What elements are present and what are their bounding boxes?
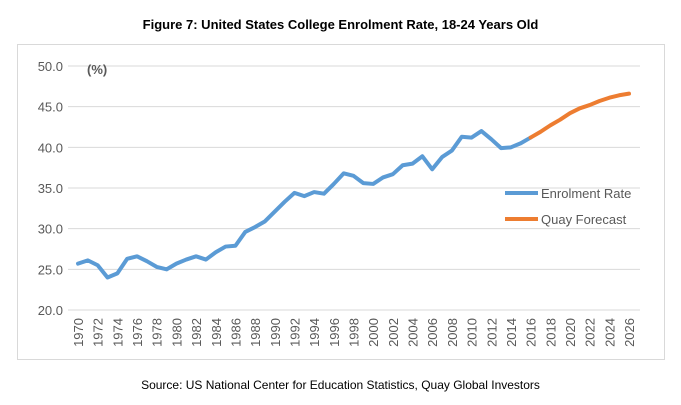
x-tick-label: 1970	[71, 318, 86, 347]
x-tick-label: 2012	[484, 318, 499, 347]
x-tick-label: 1994	[307, 318, 322, 347]
y-tick-label: 25.0	[38, 262, 63, 277]
source-note: Source: US National Center for Education…	[141, 378, 540, 392]
x-tick-label: 1996	[327, 318, 342, 347]
x-tick-label: 2006	[425, 318, 440, 347]
x-tick-label: 2016	[524, 318, 539, 347]
x-tick-label: 1986	[228, 318, 243, 347]
y-tick-label: 30.0	[38, 222, 63, 237]
x-tick-label: 2000	[366, 318, 381, 347]
chart-title: Figure 7: United States College Enrolmen…	[142, 17, 539, 32]
x-tick-label: 2014	[504, 318, 519, 347]
x-tick-label: 1976	[130, 318, 145, 347]
x-tick-label: 1992	[287, 318, 302, 347]
x-tick-label: 2022	[583, 318, 598, 347]
y-tick-label: 45.0	[38, 100, 63, 115]
x-tick-label: 2024	[602, 318, 617, 347]
x-tick-label: 1972	[91, 318, 106, 347]
x-tick-label: 1988	[248, 318, 263, 347]
x-tick-label: 1978	[150, 318, 165, 347]
x-tick-label: 2026	[622, 318, 637, 347]
x-tick-label: 1990	[268, 318, 283, 347]
y-tick-label: 35.0	[38, 181, 63, 196]
legend-label-0: Enrolment Rate	[541, 186, 631, 201]
x-tick-label: 2008	[445, 318, 460, 347]
y-axis-unit-label: (%)	[87, 62, 107, 77]
x-tick-label: 2002	[386, 318, 401, 347]
y-tick-label: 40.0	[38, 140, 63, 155]
y-tick-label: 50.0	[38, 59, 63, 74]
x-tick-label: 2010	[465, 318, 480, 347]
chart-area	[17, 44, 665, 360]
x-tick-label: 1998	[347, 318, 362, 347]
y-tick-label: 20.0	[38, 303, 63, 318]
series-line-1	[528, 91, 631, 140]
x-tick-label: 1980	[169, 318, 184, 347]
x-tick-label: 2018	[543, 318, 558, 347]
x-tick-label: 1984	[209, 318, 224, 347]
series-line-0	[76, 129, 533, 280]
x-tick-label: 2020	[563, 318, 578, 347]
x-tick-label: 2004	[406, 318, 421, 347]
legend-label-1: Quay Forecast	[541, 212, 627, 227]
x-tick-label: 1974	[110, 318, 125, 347]
x-tick-label: 1982	[189, 318, 204, 347]
